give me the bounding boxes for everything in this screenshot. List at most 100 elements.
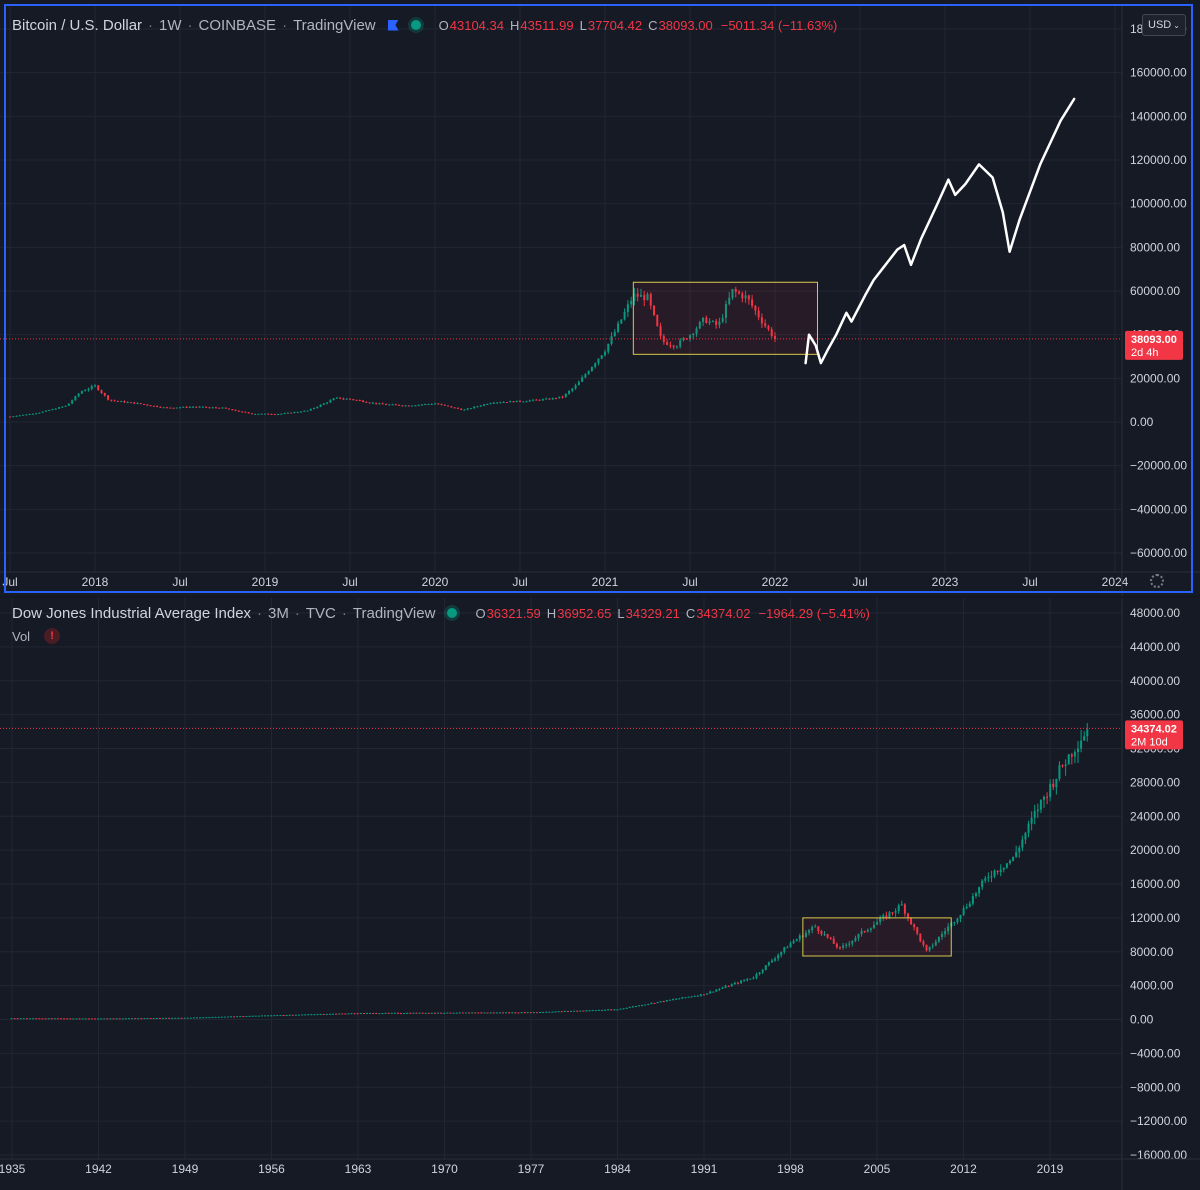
candle-body	[221, 407, 224, 409]
candle-body	[464, 1012, 467, 1014]
x-axis-label: 2022	[762, 575, 789, 589]
candle-body	[744, 295, 747, 299]
candle-body	[139, 403, 142, 405]
x-axis-label: 1998	[777, 1162, 804, 1176]
market-status-icon[interactable]	[447, 608, 458, 618]
x-axis-label: 2024	[1102, 575, 1129, 589]
currency-button[interactable]: USD ⌄	[1142, 14, 1186, 36]
candle-body	[777, 955, 780, 959]
candle-body	[118, 1018, 121, 1020]
warning-icon[interactable]: !	[44, 628, 61, 644]
candle-body	[100, 390, 103, 394]
candle-body	[342, 398, 345, 400]
candle-body	[685, 338, 688, 340]
candle-body	[231, 409, 234, 411]
settings-gear-icon[interactable]	[1150, 574, 1164, 588]
candle-body	[715, 989, 718, 992]
candle-body	[126, 402, 129, 404]
candle-body	[1073, 751, 1076, 757]
candle-body	[468, 1012, 471, 1014]
candle-body	[885, 915, 888, 918]
interval[interactable]: 3M	[268, 604, 289, 622]
candle-body	[133, 402, 136, 404]
dji-chart-canvas[interactable]: 48000.0044000.0040000.0036000.0032000.00…	[0, 598, 1200, 1190]
candle-body	[93, 1018, 96, 1020]
candle-body	[107, 395, 110, 400]
candle-body	[388, 404, 391, 406]
candle-body	[171, 1017, 174, 1019]
market-status-icon[interactable]	[410, 20, 421, 30]
candle-body	[1083, 736, 1086, 741]
candle-body	[223, 1016, 226, 1018]
candle-body	[518, 400, 521, 402]
candle-body	[251, 1015, 254, 1017]
candles	[9, 286, 776, 418]
candle-body	[770, 960, 773, 963]
candle-body	[573, 1010, 576, 1012]
candle-body	[643, 294, 646, 301]
btc-chart-pane[interactable]: 180000.00160000.00140000.00120000.001000…	[0, 0, 1200, 596]
candle-body	[708, 321, 711, 324]
candle-body	[112, 1018, 115, 1020]
low-value: 37704.42	[587, 17, 643, 33]
candle-body	[87, 388, 90, 391]
candle-body	[248, 1015, 251, 1017]
symbol-name[interactable]: Dow Jones Industrial Average Index	[12, 604, 252, 622]
candle-body	[755, 973, 758, 978]
candle-body	[502, 402, 505, 404]
candle-body	[400, 1013, 403, 1015]
candle-body	[165, 1017, 168, 1019]
source: TradingView	[352, 604, 436, 622]
interval[interactable]: 1W	[159, 16, 182, 34]
candle-body	[617, 323, 620, 332]
candle-body	[198, 406, 201, 408]
candle-body	[362, 1013, 365, 1015]
candle-body	[681, 997, 684, 999]
x-axis-label: 1977	[518, 1162, 545, 1176]
candle-body	[9, 416, 11, 418]
candle-body	[622, 1008, 625, 1010]
candle-body	[476, 406, 479, 408]
candle-body	[879, 917, 882, 922]
candle-body	[848, 943, 851, 945]
btc-chart-canvas[interactable]: 180000.00160000.00140000.00120000.001000…	[0, 0, 1200, 596]
candle-body	[888, 912, 891, 918]
candle-body	[270, 413, 273, 415]
x-axis-label: Jul	[1022, 575, 1037, 589]
flag-icon[interactable]	[387, 19, 399, 31]
candle-body	[365, 1013, 368, 1015]
candle-body	[860, 931, 863, 935]
candle-body	[990, 876, 993, 878]
candle-body	[66, 1018, 69, 1020]
candle-body	[590, 366, 593, 372]
candle-body	[80, 391, 83, 394]
candle-body	[727, 985, 730, 987]
candle-body	[780, 951, 783, 956]
candle-body	[579, 1010, 582, 1012]
candle-body	[897, 905, 900, 912]
candle-body	[362, 400, 365, 402]
candle-body	[381, 403, 384, 405]
candle-body	[532, 399, 535, 401]
volume-indicator[interactable]: Vol !	[12, 628, 61, 644]
candle-body	[260, 413, 263, 415]
candle-body	[322, 1013, 325, 1015]
candle-body	[872, 924, 875, 929]
dji-chart-pane[interactable]: 48000.0044000.0040000.0036000.0032000.00…	[0, 598, 1200, 1190]
y-axis-label: 48000.00	[1130, 606, 1180, 620]
candle-body	[1046, 796, 1049, 798]
candle-body	[1024, 832, 1027, 840]
change-value: −1964.29 (−5.41%)	[758, 605, 870, 621]
candle-body	[443, 404, 446, 406]
candle-body	[469, 408, 472, 410]
candle-body	[155, 1017, 158, 1019]
candle-body	[854, 938, 857, 941]
candle-body	[350, 1013, 353, 1015]
candle-body	[715, 320, 718, 325]
y-axis-label: −4000.00	[1130, 1046, 1181, 1060]
candle-body	[760, 317, 763, 324]
candle-body	[123, 401, 126, 403]
symbol-name[interactable]: Bitcoin / U.S. Dollar	[12, 16, 143, 34]
candle-body	[417, 404, 420, 406]
